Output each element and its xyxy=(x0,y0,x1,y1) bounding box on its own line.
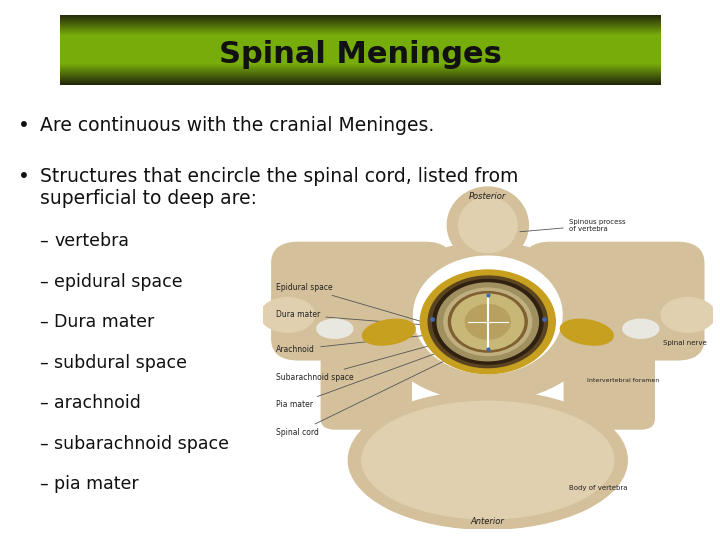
Ellipse shape xyxy=(465,305,510,339)
Text: pia mater: pia mater xyxy=(54,475,139,493)
Ellipse shape xyxy=(433,280,543,364)
Text: Are continuous with the cranial Meninges.: Are continuous with the cranial Meninges… xyxy=(40,116,434,135)
Text: Spinal nerve: Spinal nerve xyxy=(663,340,707,346)
Text: Pia mater: Pia mater xyxy=(276,348,451,409)
Text: •: • xyxy=(18,167,30,186)
Text: Anterior: Anterior xyxy=(471,517,505,526)
Text: –: – xyxy=(40,435,48,453)
Text: Intervertebral foramen: Intervertebral foramen xyxy=(587,378,659,383)
Ellipse shape xyxy=(437,283,539,361)
Text: subarachnoid space: subarachnoid space xyxy=(54,435,229,453)
Text: Spinous process
of vertebra: Spinous process of vertebra xyxy=(520,219,626,232)
Ellipse shape xyxy=(348,391,627,529)
Text: Subarachnoid space: Subarachnoid space xyxy=(276,342,445,382)
Text: subdural space: subdural space xyxy=(54,354,187,372)
Ellipse shape xyxy=(361,401,613,519)
Ellipse shape xyxy=(447,187,528,263)
Ellipse shape xyxy=(452,294,523,349)
FancyBboxPatch shape xyxy=(523,242,703,360)
Ellipse shape xyxy=(428,276,547,368)
Text: –: – xyxy=(40,354,48,372)
Ellipse shape xyxy=(459,198,517,253)
Text: epidural space: epidural space xyxy=(54,273,183,291)
Ellipse shape xyxy=(449,292,527,352)
Text: arachnoid: arachnoid xyxy=(54,394,141,412)
Ellipse shape xyxy=(413,256,562,374)
Text: Epidural space: Epidural space xyxy=(276,283,420,321)
Text: –: – xyxy=(40,394,48,412)
FancyBboxPatch shape xyxy=(564,325,654,429)
Text: –: – xyxy=(40,313,48,331)
Text: Spinal cord: Spinal cord xyxy=(276,354,459,437)
Ellipse shape xyxy=(623,319,659,338)
Ellipse shape xyxy=(560,319,613,345)
Ellipse shape xyxy=(444,288,531,355)
Text: vertebra: vertebra xyxy=(54,232,129,250)
Text: Dura mater: Dura mater xyxy=(54,313,154,331)
Text: –: – xyxy=(40,475,48,493)
Text: Dura mater: Dura mater xyxy=(276,310,426,325)
Ellipse shape xyxy=(420,270,555,374)
Text: Structures that encircle the spinal cord, listed from
superficial to deep are:: Structures that encircle the spinal cord… xyxy=(40,167,518,208)
Text: Posterior: Posterior xyxy=(469,192,506,201)
Ellipse shape xyxy=(362,319,415,345)
FancyBboxPatch shape xyxy=(321,325,411,429)
FancyBboxPatch shape xyxy=(272,242,452,360)
Text: Arachnoid: Arachnoid xyxy=(276,334,436,354)
Ellipse shape xyxy=(317,319,353,338)
Ellipse shape xyxy=(261,298,315,332)
Text: –: – xyxy=(40,232,48,250)
Text: –: – xyxy=(40,273,48,291)
Text: Spinal Meninges: Spinal Meninges xyxy=(219,40,501,69)
Text: •: • xyxy=(18,116,30,135)
Text: Body of vertebra: Body of vertebra xyxy=(569,485,627,491)
Ellipse shape xyxy=(661,298,715,332)
Ellipse shape xyxy=(375,242,600,401)
